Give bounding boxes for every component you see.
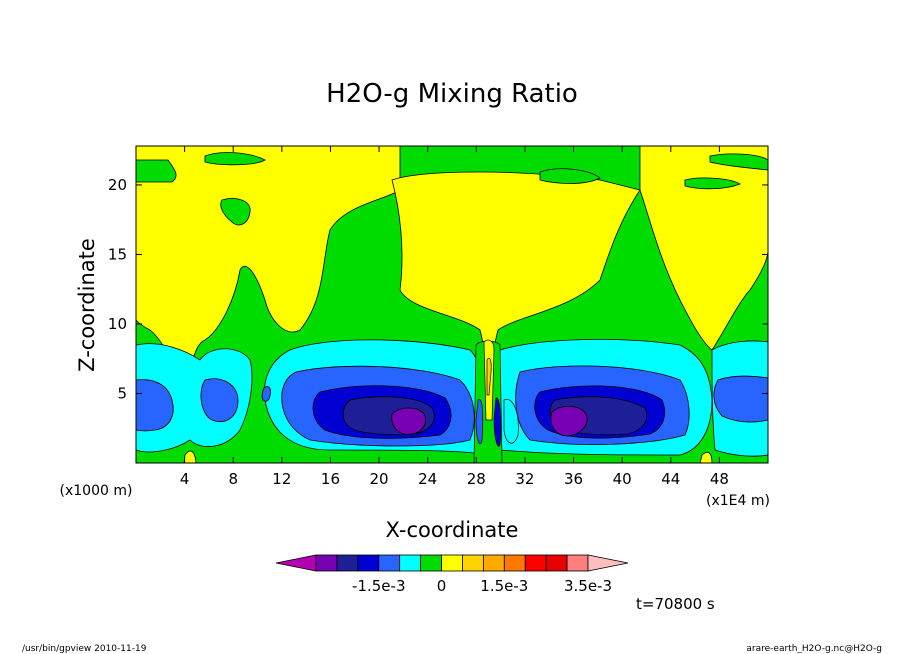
plot-frame xyxy=(135,145,769,464)
x-tick-label-8: 36 xyxy=(564,470,583,488)
y-tick-label-0: 5 xyxy=(117,384,127,402)
colorbar-labels: -1.5e-3 0 1.5e-3 3.5e-3 xyxy=(352,577,612,595)
colorbar xyxy=(275,554,629,572)
central-column xyxy=(473,339,519,463)
x-unit-right: (x1E4 m) xyxy=(706,493,770,509)
colorbar-swatch-9 xyxy=(482,554,505,572)
contour-green-top-left xyxy=(136,159,177,183)
footer-left: /usr/bin/gpview 2010-11-19 xyxy=(22,644,147,654)
colorbar-label-1: 0 xyxy=(437,577,447,595)
colorbar-label-0: -1.5e-3 xyxy=(352,577,405,595)
contour-yellow-bottom-right xyxy=(699,452,713,463)
x-tick-label-6: 28 xyxy=(467,470,486,488)
colorbar-label-2: 1.5e-3 xyxy=(480,577,528,595)
colorbar-swatch-7 xyxy=(441,554,463,572)
y-axis-label: Z-coordinate xyxy=(75,238,99,372)
colorbar-swatch-10 xyxy=(503,554,526,572)
contour-green-blob-4 xyxy=(684,177,741,190)
y-tick-label-3: 20 xyxy=(108,176,127,194)
x-tick-label-9: 40 xyxy=(613,470,632,488)
time-label: t=70800 s xyxy=(636,595,715,613)
y-tick-label-1: 10 xyxy=(108,315,127,333)
x-unit-left: (x1000 m) xyxy=(60,483,133,499)
chart-title: H2O-g Mixing Ratio xyxy=(326,79,578,109)
contour-green-blob-3 xyxy=(709,153,768,171)
x-tick-label-2: 12 xyxy=(272,470,291,488)
y-tick-label-2: 15 xyxy=(108,245,127,263)
footer-right: arare-earth_H2O-g.nc@H2O-g xyxy=(746,644,882,654)
x-tick-label-10: 44 xyxy=(661,470,680,488)
colorbar-swatch-13 xyxy=(566,554,589,572)
x-tick-label-7: 32 xyxy=(515,470,534,488)
x-tick-label-5: 24 xyxy=(418,470,437,488)
contour-green-blob-1 xyxy=(220,198,251,226)
colorbar-swatch-6 xyxy=(420,554,442,572)
x-axis-label: X-coordinate xyxy=(386,518,519,542)
colorbar-swatch-14 xyxy=(587,554,629,572)
contour-field xyxy=(136,146,768,463)
colorbar-swatch-1 xyxy=(315,554,338,572)
colorbar-swatch-4 xyxy=(378,554,401,572)
x-tick-label-1: 8 xyxy=(228,470,238,488)
x-tick-label-3: 16 xyxy=(321,470,340,488)
colorbar-swatch-3 xyxy=(357,554,380,572)
contour-purple-core-1 xyxy=(391,407,426,435)
contour-yellow-bottom-left xyxy=(183,450,197,463)
y-axis-ticks: 5 10 15 20 xyxy=(108,176,768,402)
contour-purple-core-2 xyxy=(550,405,588,437)
colorbar-label-3: 3.5e-3 xyxy=(564,577,612,595)
colorbar-swatch-8 xyxy=(462,554,484,572)
colorbar-swatch-0 xyxy=(275,554,317,572)
colorbar-swatch-11 xyxy=(524,554,547,572)
colorbar-swatch-2 xyxy=(336,554,359,572)
x-tick-label-0: 4 xyxy=(180,470,190,488)
contour-yellow-center xyxy=(391,171,641,381)
contour-green-top-strip xyxy=(204,152,266,166)
colorbar-swatch-12 xyxy=(545,554,568,572)
x-axis-ticks: 4 8 12 16 20 24 28 32 36 40 44 48 xyxy=(180,146,729,488)
colorbar-swatch-5 xyxy=(399,554,422,572)
contour-green-blob-2 xyxy=(539,168,601,184)
x-tick-label-11: 48 xyxy=(710,470,729,488)
x-tick-label-4: 20 xyxy=(370,470,389,488)
